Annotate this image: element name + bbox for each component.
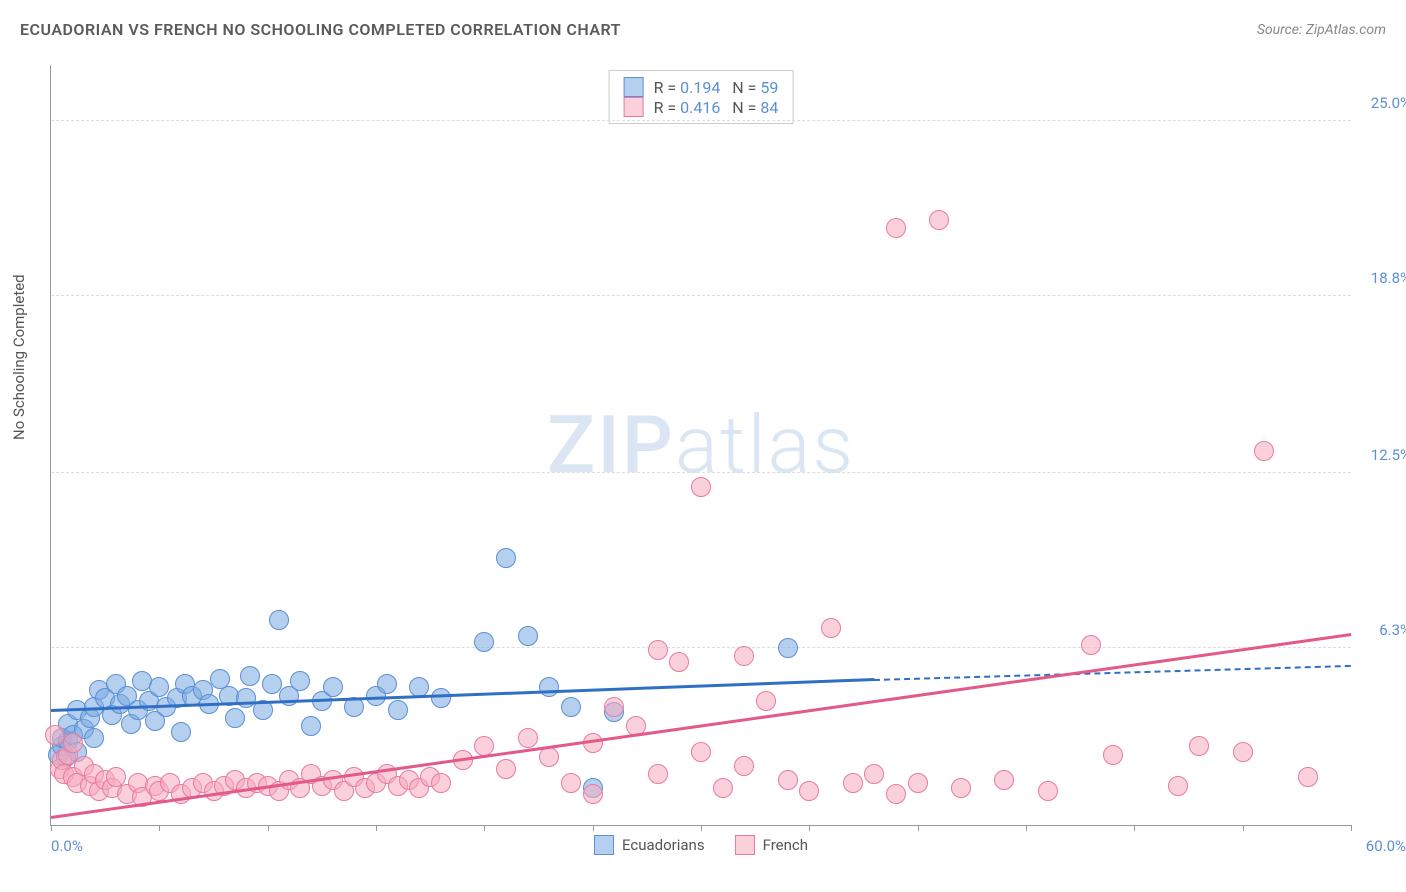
- scatter-point: [734, 756, 754, 776]
- scatter-point: [63, 733, 83, 753]
- scatter-point: [1189, 736, 1209, 756]
- scatter-point: [1103, 745, 1123, 765]
- stats-text: R = 0.416 N = 84: [654, 98, 779, 117]
- legend-label: French: [763, 836, 808, 854]
- scatter-point: [171, 722, 191, 742]
- scatter-point: [269, 610, 289, 630]
- y-tick-label: 18.8%: [1371, 269, 1406, 287]
- scatter-point: [377, 674, 397, 694]
- scatter-point: [539, 747, 559, 767]
- scatter-point: [951, 778, 971, 798]
- scatter-point: [583, 784, 603, 804]
- scatter-point: [929, 210, 949, 230]
- scatter-point: [691, 477, 711, 497]
- scatter-point: [84, 728, 104, 748]
- legend-label: Ecuadorians: [622, 836, 705, 854]
- stats-text: R = 0.194 N = 59: [654, 78, 779, 97]
- scatter-point: [1168, 776, 1188, 796]
- stats-legend: R = 0.194 N = 59R = 0.416 N = 84: [609, 70, 794, 124]
- scatter-point: [1254, 441, 1274, 461]
- scatter-point: [474, 632, 494, 652]
- stats-legend-row: R = 0.416 N = 84: [624, 97, 779, 117]
- x-tick-mark: [1134, 825, 1135, 831]
- scatter-point: [604, 697, 624, 717]
- gridline: [51, 647, 1351, 648]
- legend-swatch: [594, 835, 614, 855]
- x-tick-mark: [809, 825, 810, 831]
- scatter-point: [734, 646, 754, 666]
- x-axis-max-label: 60.0%: [1366, 837, 1406, 855]
- x-tick-mark: [1243, 825, 1244, 831]
- scatter-point: [994, 770, 1014, 790]
- scatter-point: [496, 548, 516, 568]
- scatter-point: [778, 638, 798, 658]
- scatter-point: [1038, 781, 1058, 801]
- scatter-point: [756, 691, 776, 711]
- scatter-point: [431, 688, 451, 708]
- gridline: [51, 472, 1351, 473]
- scatter-point: [301, 716, 321, 736]
- stats-legend-row: R = 0.194 N = 59: [624, 77, 779, 97]
- scatter-point: [1298, 767, 1318, 787]
- scatter-point: [908, 773, 928, 793]
- scatter-point: [864, 764, 884, 784]
- scatter-point: [799, 781, 819, 801]
- x-tick-mark: [701, 825, 702, 831]
- scatter-point: [518, 728, 538, 748]
- gridline: [51, 295, 1351, 296]
- scatter-point: [778, 770, 798, 790]
- scatter-point: [1233, 742, 1253, 762]
- y-tick-label: 6.3%: [1379, 621, 1406, 639]
- legend-swatch: [735, 835, 755, 855]
- scatter-point: [886, 784, 906, 804]
- source-credit: Source: ZipAtlas.com: [1257, 22, 1386, 38]
- x-tick-mark: [376, 825, 377, 831]
- y-axis-label: No Schooling Completed: [10, 274, 28, 440]
- scatter-point: [290, 671, 310, 691]
- x-tick-mark: [1351, 825, 1352, 831]
- x-axis-min-label: 0.0%: [51, 837, 83, 855]
- scatter-point: [843, 773, 863, 793]
- scatter-point: [539, 677, 559, 697]
- series-legend: Ecuadorians French: [594, 835, 808, 855]
- scatter-point: [323, 677, 343, 697]
- scatter-point: [225, 708, 245, 728]
- scatter-point: [821, 618, 841, 638]
- scatter-point: [648, 764, 668, 784]
- x-tick-mark: [159, 825, 160, 831]
- legend-item: Ecuadorians: [594, 835, 705, 855]
- scatter-point: [240, 666, 260, 686]
- scatter-plot: ZIPatlas 0.0% 60.0% EcuadoriansFrench R …: [50, 65, 1351, 826]
- legend-swatch: [624, 97, 644, 117]
- scatter-point: [691, 742, 711, 762]
- x-tick-mark: [484, 825, 485, 831]
- chart-title: ECUADORIAN VS FRENCH NO SCHOOLING COMPLE…: [20, 20, 621, 39]
- trend-line: [51, 633, 1351, 819]
- scatter-point: [496, 759, 516, 779]
- scatter-point: [431, 773, 451, 793]
- gridline: [51, 120, 1351, 121]
- x-tick-mark: [918, 825, 919, 831]
- scatter-point: [561, 697, 581, 717]
- legend-swatch: [624, 77, 644, 97]
- y-tick-label: 12.5%: [1371, 446, 1406, 464]
- scatter-point: [518, 626, 538, 646]
- x-tick-mark: [593, 825, 594, 831]
- scatter-point: [713, 778, 733, 798]
- scatter-point: [388, 700, 408, 720]
- scatter-point: [886, 218, 906, 238]
- x-tick-mark: [1026, 825, 1027, 831]
- scatter-point: [648, 640, 668, 660]
- legend-item: French: [735, 835, 808, 855]
- scatter-point: [669, 652, 689, 672]
- y-tick-label: 25.0%: [1371, 94, 1406, 112]
- x-tick-mark: [268, 825, 269, 831]
- scatter-point: [1081, 635, 1101, 655]
- scatter-point: [561, 773, 581, 793]
- x-tick-mark: [51, 825, 52, 831]
